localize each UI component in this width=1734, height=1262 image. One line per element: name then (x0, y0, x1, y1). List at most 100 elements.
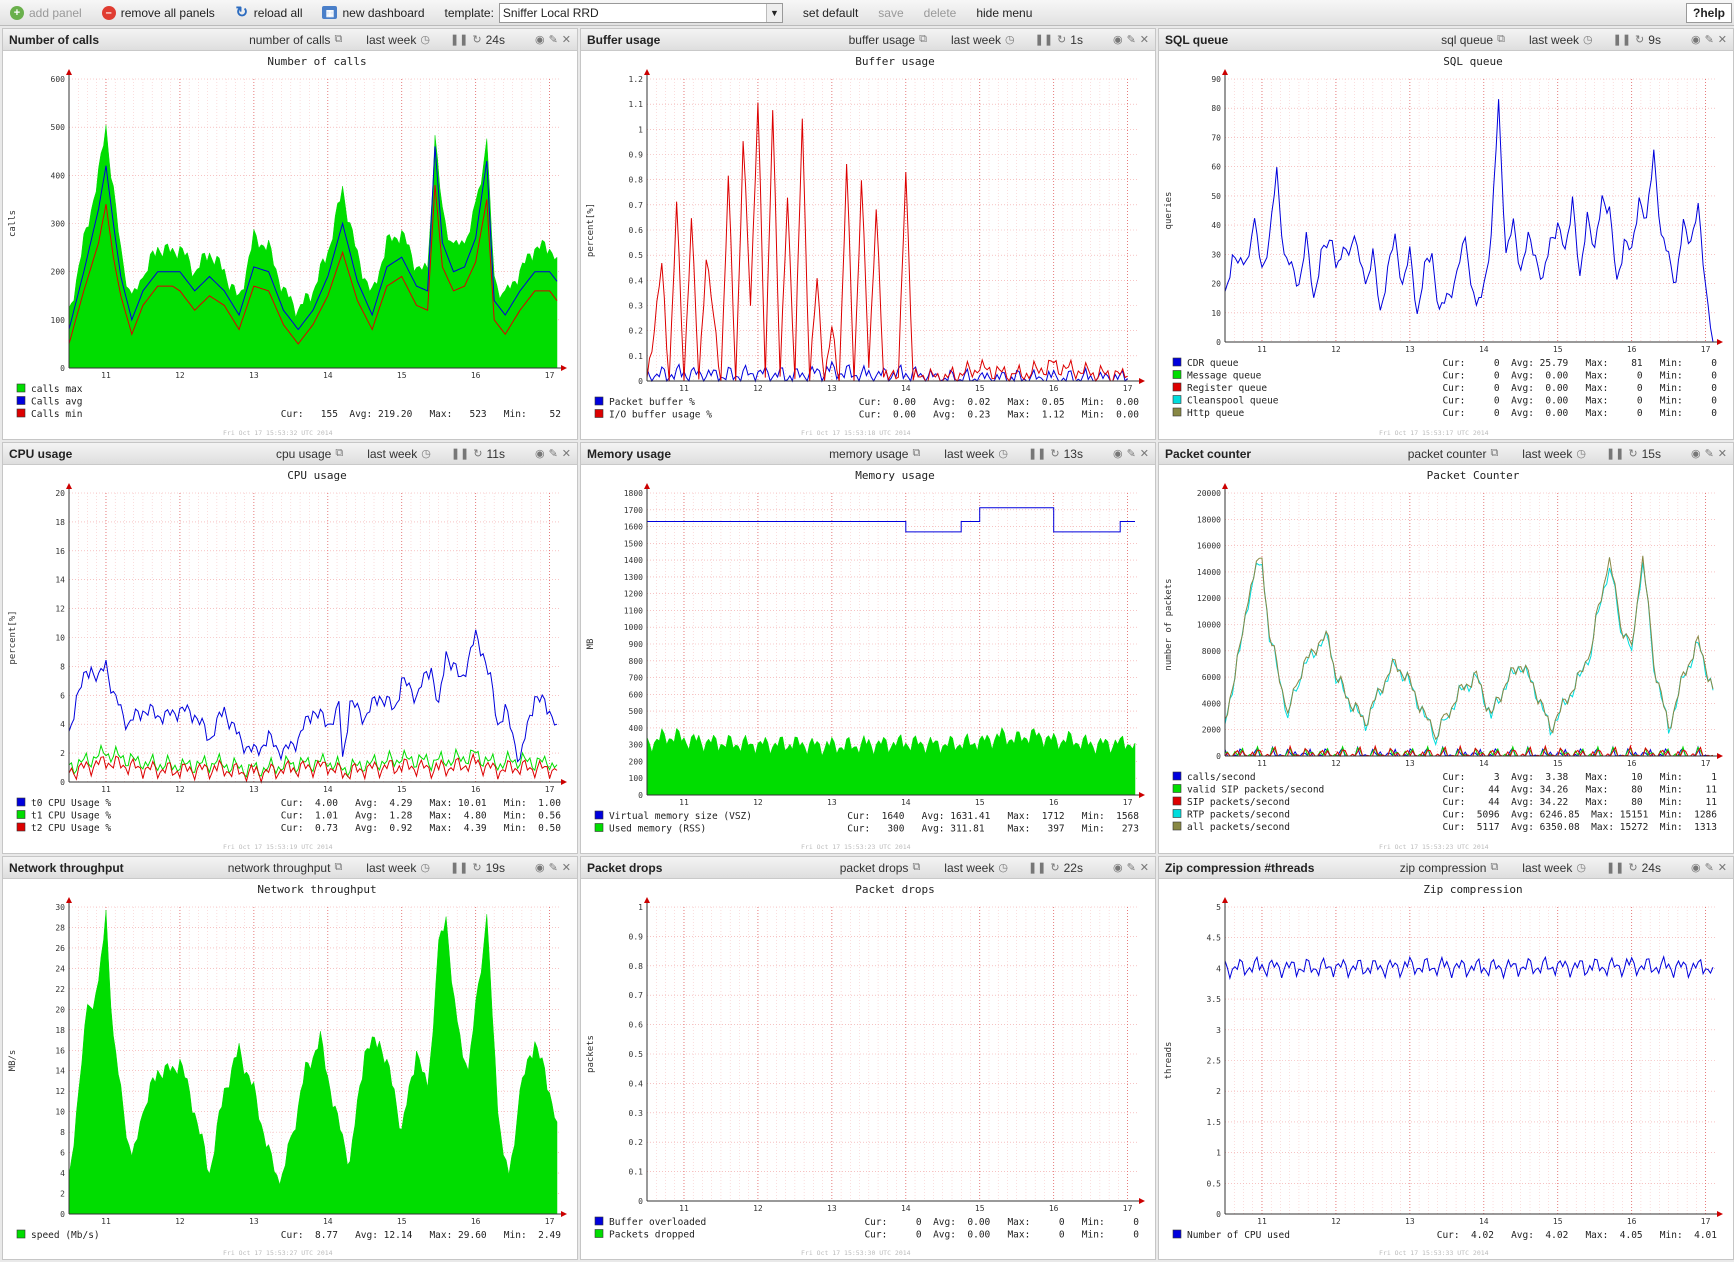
graph-selector[interactable]: buffer usage (848, 32, 916, 47)
clock-icon[interactable]: ◷ (421, 448, 431, 460)
graph-selector[interactable]: zip compression (1399, 860, 1487, 875)
pause-icon[interactable]: ❚❚ (1027, 448, 1047, 460)
close-icon[interactable]: ✕ (1717, 862, 1727, 874)
chart-icon[interactable]: ⧉ (334, 33, 343, 45)
camera-icon[interactable]: ◉ (534, 448, 545, 460)
settings-icon[interactable]: ✎ (1704, 862, 1714, 874)
chart-icon[interactable]: ⧉ (1497, 33, 1505, 45)
chevron-down-icon[interactable]: ▼ (765, 3, 782, 22)
refresh-icon[interactable]: ↻ (1050, 448, 1060, 460)
new-dashboard-button[interactable]: ▦ new dashboard (312, 0, 434, 26)
graph-selector[interactable]: number of calls (249, 32, 331, 47)
camera-icon[interactable]: ◉ (534, 34, 545, 46)
camera-icon[interactable]: ◉ (1690, 34, 1701, 46)
close-icon[interactable]: ✕ (561, 448, 571, 460)
pause-icon[interactable]: ❚❚ (1605, 448, 1625, 460)
chart-icon[interactable]: ⧉ (912, 861, 921, 873)
delete-button[interactable]: delete (914, 0, 967, 26)
graph-selector[interactable]: memory usage (829, 446, 909, 461)
refresh-interval[interactable]: 22s (1063, 860, 1083, 875)
clock-icon[interactable]: ◷ (1576, 448, 1586, 460)
chart-icon[interactable]: ⧉ (335, 447, 344, 459)
pause-icon[interactable]: ❚❚ (449, 34, 469, 46)
range-selector[interactable]: last week (366, 860, 417, 875)
close-icon[interactable]: ✕ (1717, 34, 1727, 46)
pause-icon[interactable]: ❚❚ (1612, 34, 1632, 46)
close-icon[interactable]: ✕ (1717, 448, 1727, 460)
settings-icon[interactable]: ✎ (1704, 448, 1714, 460)
set-default-button[interactable]: set default (793, 0, 868, 26)
refresh-interval[interactable]: 9s (1648, 32, 1661, 47)
graph-selector[interactable]: sql queue (1441, 32, 1494, 47)
refresh-icon[interactable]: ↻ (1628, 862, 1638, 874)
camera-icon[interactable]: ◉ (1112, 448, 1123, 460)
graph-selector[interactable]: packet counter (1407, 446, 1487, 461)
camera-icon[interactable]: ◉ (1690, 862, 1701, 874)
settings-icon[interactable]: ✎ (1126, 448, 1136, 460)
clock-icon[interactable]: ◷ (998, 448, 1008, 460)
close-icon[interactable]: ✕ (561, 862, 571, 874)
range-selector[interactable]: last week (944, 446, 995, 461)
range-selector[interactable]: last week (944, 860, 995, 875)
clock-icon[interactable]: ◷ (1576, 862, 1586, 874)
refresh-icon[interactable]: ↻ (1050, 862, 1060, 874)
refresh-icon[interactable]: ↻ (472, 862, 482, 874)
pause-icon[interactable]: ❚❚ (1027, 862, 1047, 874)
refresh-interval[interactable]: 19s (485, 860, 505, 875)
refresh-icon[interactable]: ↻ (1635, 34, 1645, 46)
refresh-icon[interactable]: ↻ (1057, 34, 1067, 46)
refresh-interval[interactable]: 13s (1063, 446, 1083, 461)
clock-icon[interactable]: ◷ (998, 862, 1008, 874)
camera-icon[interactable]: ◉ (1112, 34, 1123, 46)
clock-icon[interactable]: ◷ (420, 862, 430, 874)
remove-all-panels-button[interactable]: – remove all panels (92, 0, 225, 26)
clock-icon[interactable]: ◷ (1005, 34, 1015, 46)
graph-selector[interactable]: network throughput (227, 860, 331, 875)
clock-icon[interactable]: ◷ (420, 34, 430, 46)
refresh-icon[interactable]: ↻ (473, 448, 483, 460)
settings-icon[interactable]: ✎ (1126, 862, 1136, 874)
settings-icon[interactable]: ✎ (1704, 34, 1714, 46)
settings-icon[interactable]: ✎ (548, 448, 558, 460)
settings-icon[interactable]: ✎ (548, 34, 558, 46)
refresh-interval[interactable]: 15s (1641, 446, 1661, 461)
camera-icon[interactable]: ◉ (534, 862, 545, 874)
pause-icon[interactable]: ❚❚ (1605, 862, 1625, 874)
chart-icon[interactable]: ⧉ (1490, 447, 1499, 459)
refresh-interval[interactable]: 11s (486, 446, 505, 461)
graph-selector[interactable]: cpu usage (275, 446, 332, 461)
add-panel-button[interactable]: + add panel (0, 0, 92, 26)
chart-icon[interactable]: ⧉ (334, 861, 343, 873)
range-selector[interactable]: last week (950, 32, 1001, 47)
refresh-interval[interactable]: 1s (1070, 32, 1083, 47)
range-selector[interactable]: last week (1528, 32, 1579, 47)
refresh-icon[interactable]: ↻ (1628, 448, 1638, 460)
hide-menu-button[interactable]: hide menu (966, 0, 1042, 26)
close-icon[interactable]: ✕ (1139, 448, 1149, 460)
close-icon[interactable]: ✕ (1139, 862, 1149, 874)
clock-icon[interactable]: ◷ (1583, 34, 1593, 46)
help-button[interactable]: ?help (1686, 3, 1732, 23)
save-button[interactable]: save (868, 0, 913, 26)
refresh-interval[interactable]: 24s (485, 32, 505, 47)
settings-icon[interactable]: ✎ (1126, 34, 1136, 46)
pause-icon[interactable]: ❚❚ (1034, 34, 1054, 46)
close-icon[interactable]: ✕ (1139, 34, 1149, 46)
close-icon[interactable]: ✕ (561, 34, 571, 46)
camera-icon[interactable]: ◉ (1690, 448, 1701, 460)
pause-icon[interactable]: ❚❚ (450, 448, 470, 460)
range-selector[interactable]: last week (367, 446, 418, 461)
range-selector[interactable]: last week (366, 32, 417, 47)
pause-icon[interactable]: ❚❚ (449, 862, 469, 874)
chart-icon[interactable]: ⧉ (1490, 861, 1499, 873)
camera-icon[interactable]: ◉ (1112, 862, 1123, 874)
chart-icon[interactable]: ⧉ (919, 33, 927, 45)
range-selector[interactable]: last week (1522, 860, 1573, 875)
range-selector[interactable]: last week (1522, 446, 1573, 461)
template-select[interactable]: Sniffer Local RRD ▼ (498, 2, 783, 23)
graph-selector[interactable]: packet drops (839, 860, 909, 875)
settings-icon[interactable]: ✎ (548, 862, 558, 874)
chart-icon[interactable]: ⧉ (912, 447, 921, 459)
refresh-icon[interactable]: ↻ (472, 34, 482, 46)
reload-all-button[interactable]: ↻ reload all (225, 0, 313, 26)
